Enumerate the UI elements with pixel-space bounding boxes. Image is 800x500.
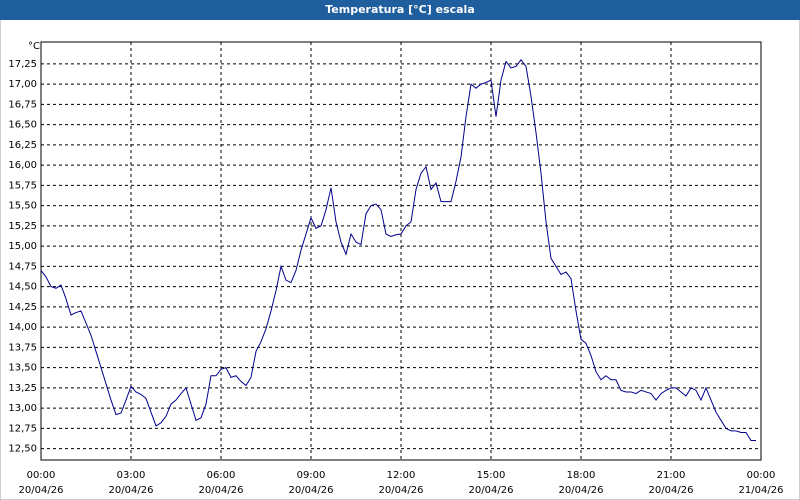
y-tick-label: 15,25 bbox=[8, 221, 37, 232]
x-tick-label: 12:00 bbox=[387, 470, 416, 481]
y-tick-label: 13,75 bbox=[8, 342, 37, 353]
x-tick-label: 18:00 bbox=[567, 470, 596, 481]
x-tick-label: 06:00 bbox=[207, 470, 236, 481]
x-tick-date: 20/04/26 bbox=[559, 485, 604, 496]
y-tick-label: 16,00 bbox=[8, 160, 37, 171]
x-tick-date: 20/04/26 bbox=[289, 485, 334, 496]
y-tick-label: 14,00 bbox=[8, 322, 37, 333]
x-tick-label: 09:00 bbox=[297, 470, 326, 481]
x-tick-label: 00:00 bbox=[747, 470, 776, 481]
x-tick-date: 21/04/26 bbox=[739, 485, 784, 496]
y-tick-label: 13,50 bbox=[8, 363, 37, 374]
x-tick-label: 15:00 bbox=[477, 470, 506, 481]
y-unit: °C bbox=[28, 41, 40, 52]
x-tick-label: 03:00 bbox=[117, 470, 146, 481]
y-tick-label: 16,75 bbox=[8, 99, 37, 110]
y-tick-label: 14,75 bbox=[8, 261, 37, 272]
data-line bbox=[40, 59, 756, 442]
y-tick-label: 17,00 bbox=[8, 79, 37, 90]
y-tick-label: 16,25 bbox=[8, 140, 37, 151]
y-tick-label: 13,00 bbox=[8, 403, 37, 414]
x-tick-date: 20/04/26 bbox=[469, 485, 514, 496]
y-tick-label: 12,50 bbox=[8, 444, 37, 455]
x-tick-label: 21:00 bbox=[657, 470, 686, 481]
x-tick-date: 20/04/26 bbox=[649, 485, 694, 496]
y-tick-label: 12,75 bbox=[8, 423, 37, 434]
y-tick-label: 14,50 bbox=[8, 282, 37, 293]
y-tick-label: 14,25 bbox=[8, 302, 37, 313]
y-tick-label: 15,00 bbox=[8, 241, 37, 252]
y-tick-label: 15,75 bbox=[8, 180, 37, 191]
y-tick-label: 13,25 bbox=[8, 383, 37, 394]
title-bar bbox=[0, 0, 800, 20]
x-tick-date: 20/04/26 bbox=[199, 485, 244, 496]
x-tick-date: 20/04/26 bbox=[379, 485, 424, 496]
y-tick-label: 15,50 bbox=[8, 201, 37, 212]
chart-title: Temperatura [°C] escala bbox=[325, 3, 475, 16]
x-tick-date: 20/04/26 bbox=[19, 485, 64, 496]
x-tick-label: 00:00 bbox=[27, 470, 56, 481]
x-tick-date: 20/04/26 bbox=[109, 485, 154, 496]
y-tick-label: 16,50 bbox=[8, 120, 37, 131]
y-tick-label: 17,25 bbox=[8, 59, 37, 70]
